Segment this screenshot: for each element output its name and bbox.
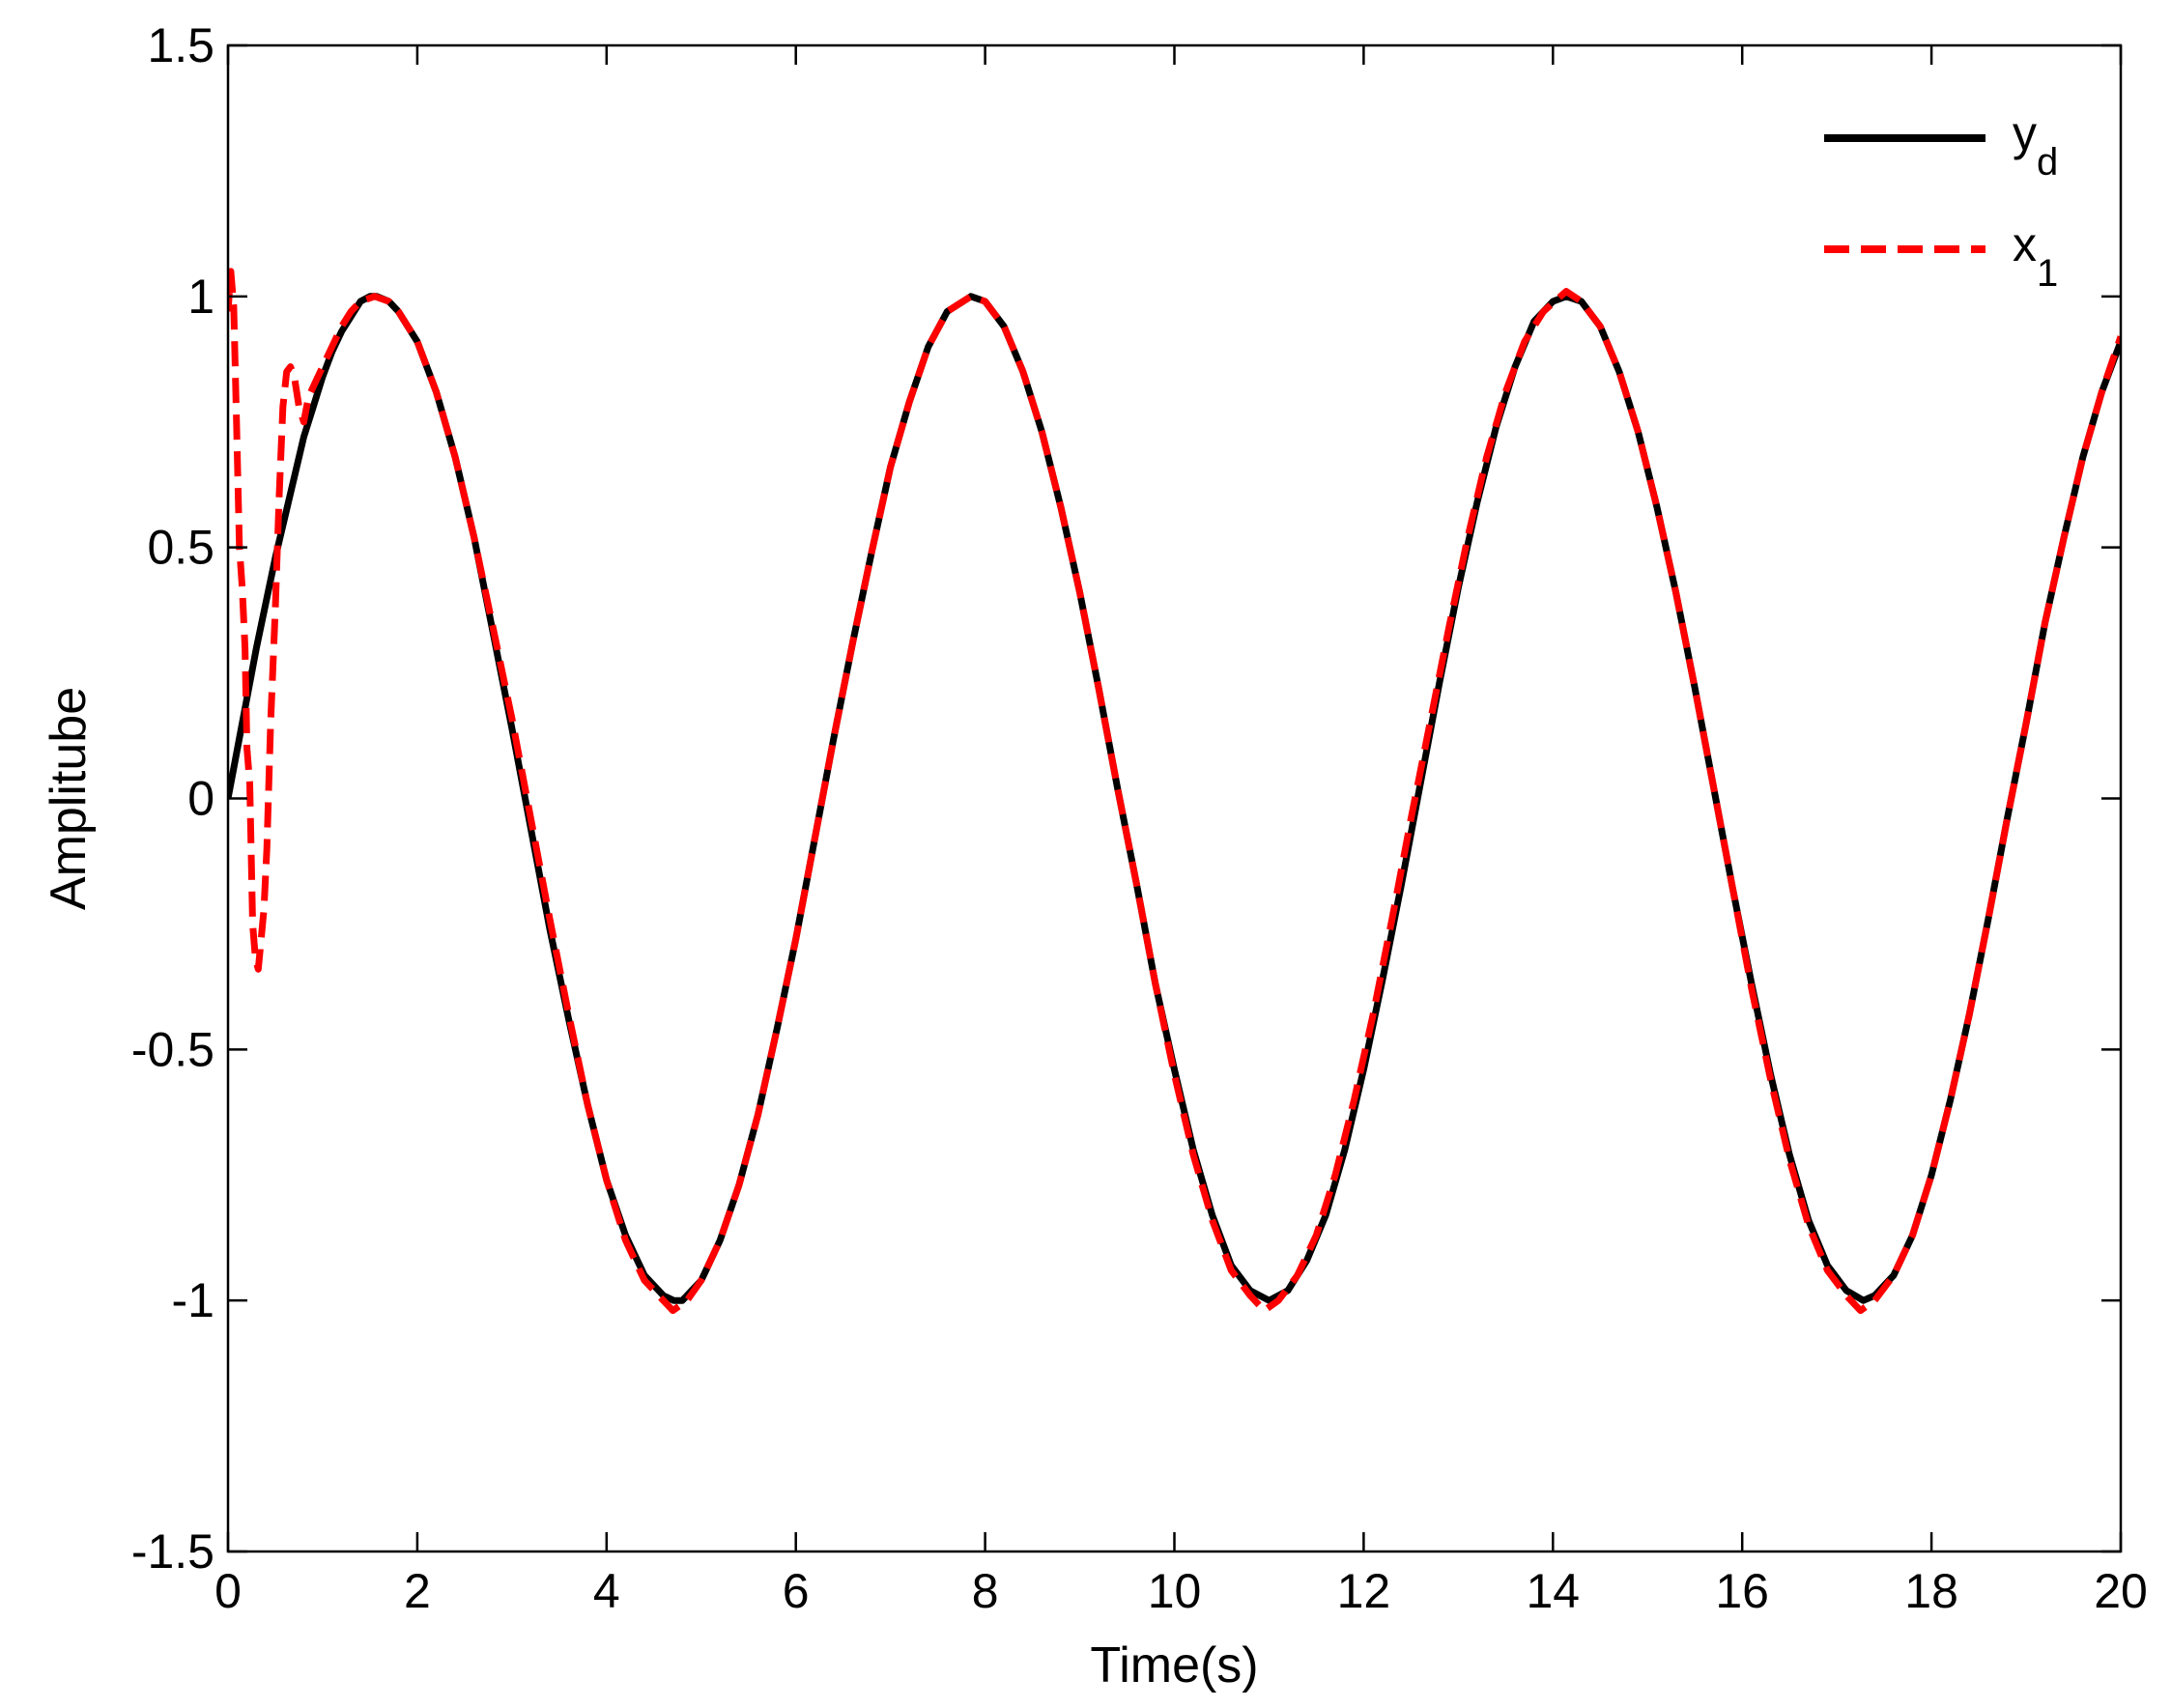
x-tick-label: 4 <box>593 1564 620 1618</box>
x-tick-label: 6 <box>783 1564 810 1618</box>
x-tick-label: 14 <box>1526 1564 1580 1618</box>
legend-label-x1: x1 <box>2013 217 2058 295</box>
axes-frame <box>226 43 2123 1553</box>
x-tick-label: 0 <box>214 1564 242 1618</box>
axes: 0 2 4 6 8 10 12 14 16 18 20 -1.5 -1 -0.5 0 0.5 1 1.5 <box>131 18 2148 1618</box>
x-tick-label: 2 <box>404 1564 431 1618</box>
y-axis-label: Amplitube <box>41 687 97 910</box>
x-tick-label: 20 <box>2094 1564 2148 1618</box>
series-line-x1 <box>228 268 2121 1315</box>
x-tick-label: 18 <box>1904 1564 1958 1618</box>
x-axis-label: Time(s) <box>1090 1637 1258 1694</box>
x-tick-label: 10 <box>1148 1564 1202 1618</box>
legend-label-yd: yd <box>2013 106 2058 184</box>
y-tick-label: 1 <box>187 270 214 324</box>
y-tick-label: -0.5 <box>131 1022 214 1076</box>
series-line-yd <box>228 293 2121 1304</box>
y-tick-label: 0.5 <box>147 521 214 575</box>
x-tick-label: 12 <box>1337 1564 1391 1618</box>
y-tick-label: -1.5 <box>131 1524 214 1579</box>
y-tick-label: 1.5 <box>147 18 214 72</box>
x-tick-label: 8 <box>972 1564 999 1618</box>
x-tick-label: 16 <box>1715 1564 1769 1618</box>
y-tick-label: -1 <box>172 1273 214 1327</box>
y-tick-label: 0 <box>187 772 214 826</box>
plot-area <box>228 268 2121 1315</box>
legend: yd x1 <box>1824 106 2058 295</box>
